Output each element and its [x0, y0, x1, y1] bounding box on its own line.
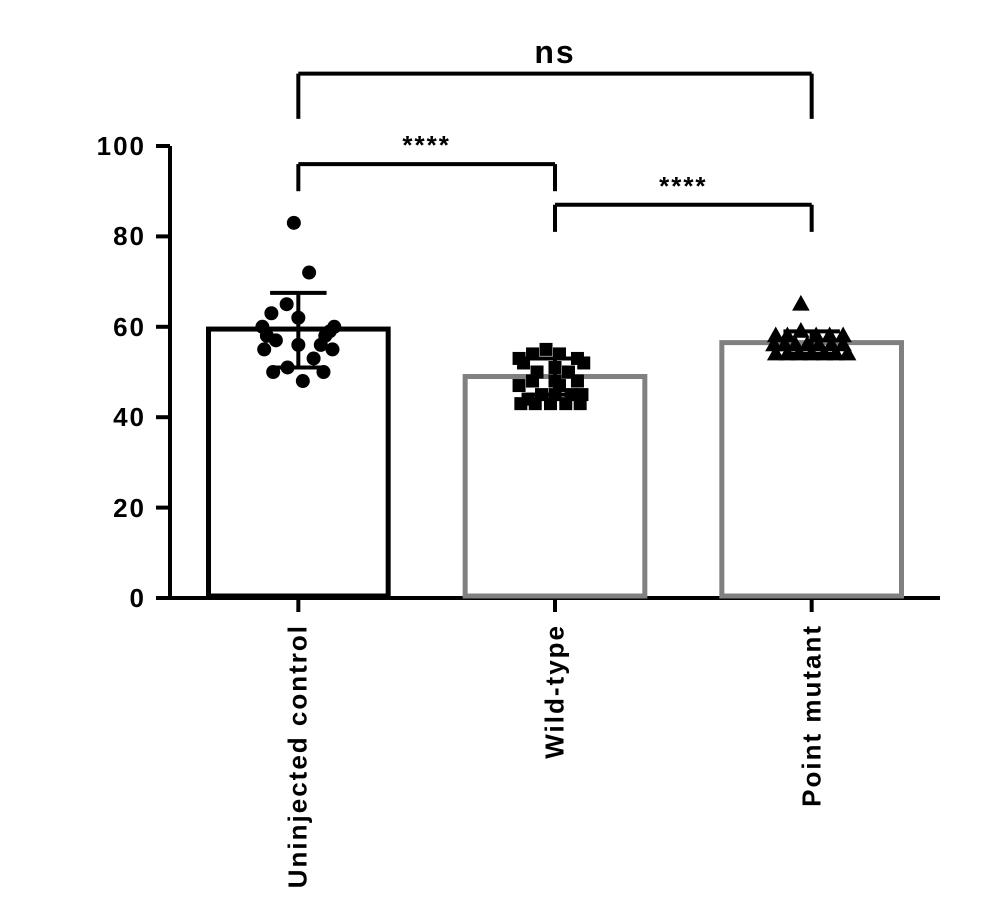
x-tick-label: Point mutant [796, 624, 827, 807]
y-tick-label: 80 [113, 221, 146, 252]
y-tick-label: 100 [97, 131, 146, 162]
plot-svg [0, 0, 1000, 898]
significance-label: **** [623, 171, 743, 202]
y-tick-label: 20 [113, 493, 146, 524]
x-tick-label: Wild-type [540, 624, 571, 759]
chart-container: Heartbeat per 20 seconds 020406080100Uni… [0, 0, 1000, 898]
significance-label: **** [367, 130, 487, 161]
y-tick-label: 40 [113, 402, 146, 433]
y-tick-label: 60 [113, 312, 146, 343]
y-tick-label: 0 [130, 583, 146, 614]
x-tick-label: Uninjected control [283, 624, 314, 888]
significance-label: ns [495, 34, 615, 71]
